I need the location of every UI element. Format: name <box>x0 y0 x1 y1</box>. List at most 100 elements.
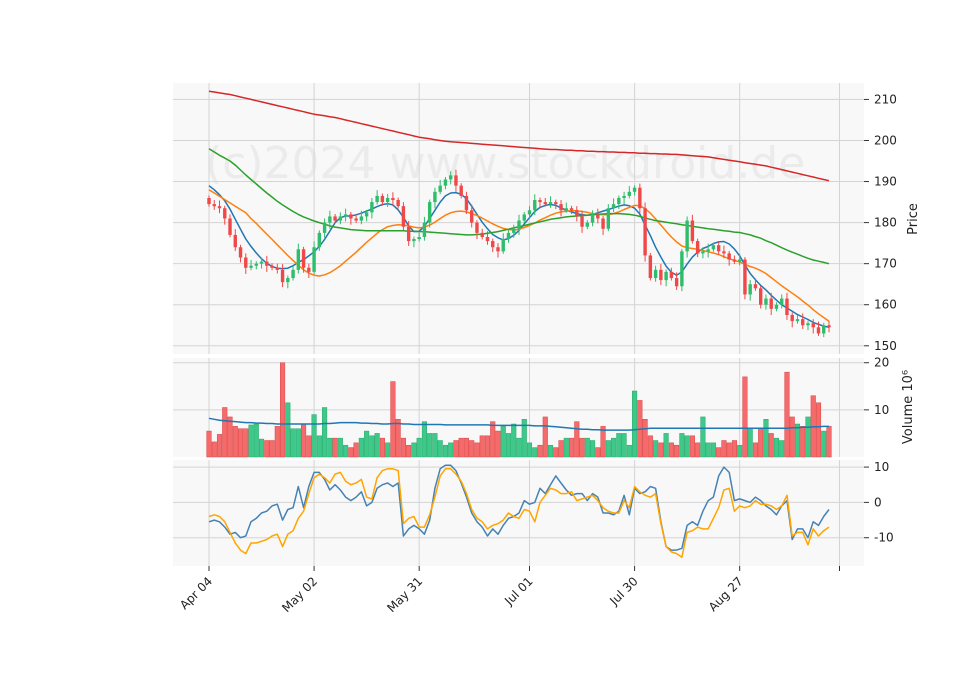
candle-body <box>527 210 532 215</box>
candle-body <box>606 208 611 229</box>
volume-bar <box>395 419 401 458</box>
volume-bar <box>358 437 364 458</box>
x-tick-label: Aug 27 <box>706 574 746 614</box>
candle-body <box>517 220 521 229</box>
price-axis-title: Price <box>906 203 921 235</box>
candle-body <box>333 216 337 221</box>
candle-body <box>748 284 752 295</box>
candle-body <box>270 265 274 268</box>
volume-bar <box>705 442 711 458</box>
volume-y-tick-label: 10 <box>874 403 889 417</box>
x-tick-label: May 31 <box>384 574 425 615</box>
volume-bar <box>301 423 307 458</box>
candle-body <box>470 210 474 223</box>
volume-bar <box>374 433 380 458</box>
candle-body <box>548 202 553 205</box>
volume-bar <box>563 437 569 458</box>
volume-bar <box>689 435 695 458</box>
volume-bar <box>516 437 522 458</box>
volume-bar <box>500 426 506 458</box>
x-tick-label: Apr 04 <box>177 574 215 612</box>
volume-bar <box>332 437 338 458</box>
candle-body <box>485 236 490 242</box>
moving-average-line-4 <box>208 90 830 182</box>
candle-body <box>632 187 637 192</box>
volume-bar <box>295 428 301 458</box>
volume-bar <box>815 402 822 458</box>
candle-body <box>364 212 369 217</box>
volume-bar <box>800 426 806 458</box>
candle-body <box>322 222 327 233</box>
volume-average-line <box>208 417 829 431</box>
candle-body <box>391 197 395 201</box>
candle-body <box>443 179 448 186</box>
volume-bar <box>611 437 617 458</box>
candle-body <box>795 319 800 322</box>
candle-body <box>422 222 427 237</box>
volume-bar <box>784 371 790 458</box>
candle-body <box>385 197 390 203</box>
candle-body <box>501 239 505 252</box>
volume-bar <box>348 447 354 458</box>
candle-body <box>427 202 432 223</box>
volume-bar <box>495 430 501 458</box>
candle-body <box>286 278 290 283</box>
volume-bar <box>437 440 443 458</box>
volume-bar <box>327 437 333 458</box>
candle-body <box>207 197 211 205</box>
candle-body <box>580 216 584 227</box>
volume-bar <box>421 421 427 458</box>
volume-bar <box>248 424 254 458</box>
volume-bar <box>626 444 632 458</box>
candle-body <box>212 204 216 207</box>
volume-bar <box>600 426 606 458</box>
candle-body <box>396 200 400 207</box>
candle-body <box>811 323 815 328</box>
candle-body <box>575 210 579 217</box>
volume-bar <box>679 433 685 458</box>
candle-body <box>758 288 763 305</box>
candle-body <box>806 323 810 326</box>
volume-bar <box>794 423 801 458</box>
volume-bar <box>237 428 244 458</box>
volume-bar <box>442 444 448 458</box>
candle-body <box>611 204 616 209</box>
volume-bar <box>779 440 785 458</box>
candle-body <box>343 214 348 217</box>
candle-body <box>375 195 379 203</box>
candle-body <box>569 208 574 211</box>
candle-body <box>496 247 500 252</box>
candle-body <box>254 263 258 266</box>
candle-body <box>307 267 311 272</box>
price-y-tick-label: 170 <box>874 257 897 271</box>
volume-bar <box>663 433 669 458</box>
candle-body <box>448 175 453 180</box>
candle-body <box>506 232 511 240</box>
candle-body <box>790 314 794 322</box>
osc-y-tick-label: 0 <box>874 495 882 509</box>
candle-body <box>706 249 710 252</box>
volume-bar <box>716 447 722 458</box>
candle-body <box>380 195 385 203</box>
volume-bar <box>537 444 543 458</box>
volume-bar <box>416 437 422 458</box>
volume-bar <box>258 438 265 458</box>
osc-y-tick-label: 10 <box>874 460 889 474</box>
volume-bar <box>216 434 223 458</box>
price-y-tick-label: 210 <box>874 92 897 106</box>
candle-body <box>564 208 568 211</box>
price-y-tick-label: 200 <box>874 133 897 147</box>
candle-body <box>680 251 684 287</box>
candle-body <box>223 208 227 219</box>
volume-bar <box>700 416 706 458</box>
candle-body <box>433 191 437 203</box>
candle-body <box>827 325 831 328</box>
candle-body <box>785 298 789 315</box>
candle-body <box>627 191 632 196</box>
volume-y-tick-label: 20 <box>874 356 889 370</box>
x-tick-label: Jul 01 <box>501 574 535 608</box>
candle-body <box>648 255 653 279</box>
volume-bar <box>684 435 690 458</box>
volume-bar <box>227 416 233 458</box>
volume-bar <box>253 423 259 458</box>
